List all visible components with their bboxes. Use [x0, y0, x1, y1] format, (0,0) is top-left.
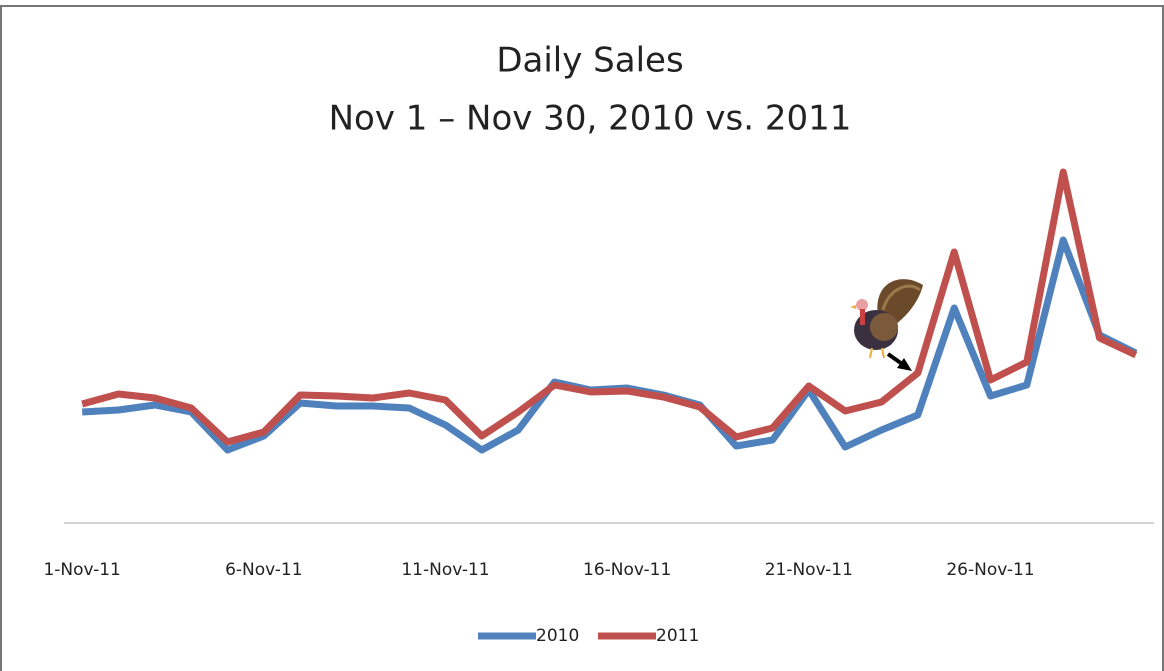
- x-tick-label: 11-Nov-11: [401, 560, 489, 580]
- x-tick-label: 16-Nov-11: [583, 560, 671, 580]
- legend-label: 2011: [656, 626, 699, 646]
- series-line: [81, 168, 1138, 446]
- chart-title: Daily Sales: [496, 41, 683, 81]
- frame: [0, 5, 1164, 671]
- legend-label: 2010: [536, 626, 579, 646]
- x-tick-label: 6-Nov-11: [225, 560, 302, 580]
- chart-subtitle: Nov 1 – Nov 30, 2010 vs. 2011: [329, 99, 852, 139]
- turkey: [850, 279, 923, 359]
- arrow: [886, 352, 912, 371]
- x-tick-label: 21-Nov-11: [765, 560, 853, 580]
- x-tick-label: 1-Nov-11: [43, 560, 120, 580]
- x-tick-label: 26-Nov-11: [946, 560, 1034, 580]
